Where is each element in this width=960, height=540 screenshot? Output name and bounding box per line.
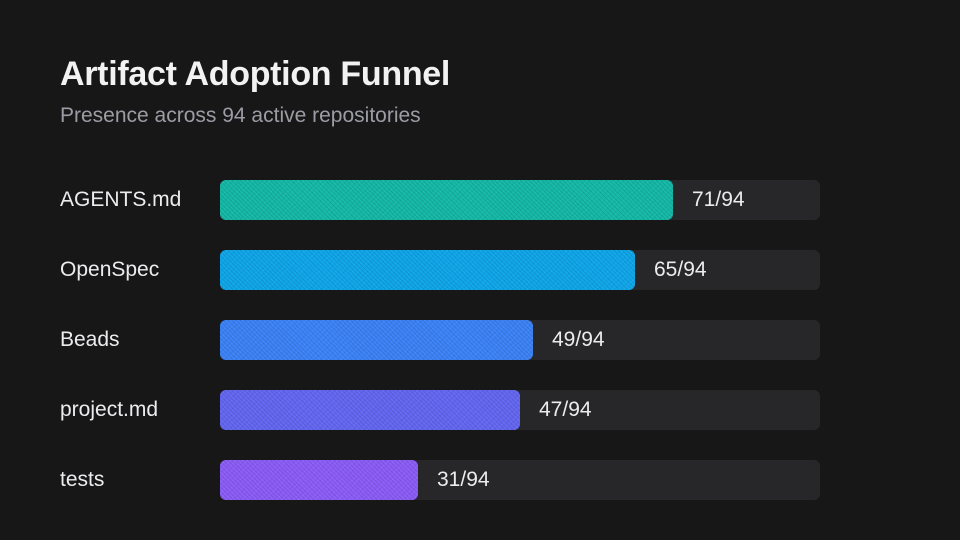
bar [220, 320, 533, 360]
category-label: AGENTS.md [60, 188, 182, 211]
bar [220, 390, 520, 430]
bar [220, 460, 418, 500]
bar-row: Beads 49/94 [0, 320, 960, 360]
bar-row: AGENTS.md 71/94 [0, 180, 960, 220]
value-label: 49/94 [552, 328, 605, 351]
value-label: 31/94 [437, 468, 490, 491]
value-label: 65/94 [654, 258, 707, 281]
bar-row: OpenSpec 65/94 [0, 250, 960, 290]
category-label: project.md [60, 398, 159, 421]
bar [220, 250, 635, 290]
bar-row: tests 31/94 [0, 460, 960, 500]
bar [220, 180, 673, 220]
category-label: tests [60, 468, 105, 491]
chart-title: Artifact Adoption Funnel [60, 55, 451, 93]
category-label: OpenSpec [60, 258, 160, 281]
bar-row: project.md 47/94 [0, 390, 960, 430]
value-label: 71/94 [692, 188, 745, 211]
category-label: Beads [60, 328, 120, 351]
chart-subtitle: Presence across 94 active repositories [60, 104, 421, 127]
value-label: 47/94 [539, 398, 592, 421]
